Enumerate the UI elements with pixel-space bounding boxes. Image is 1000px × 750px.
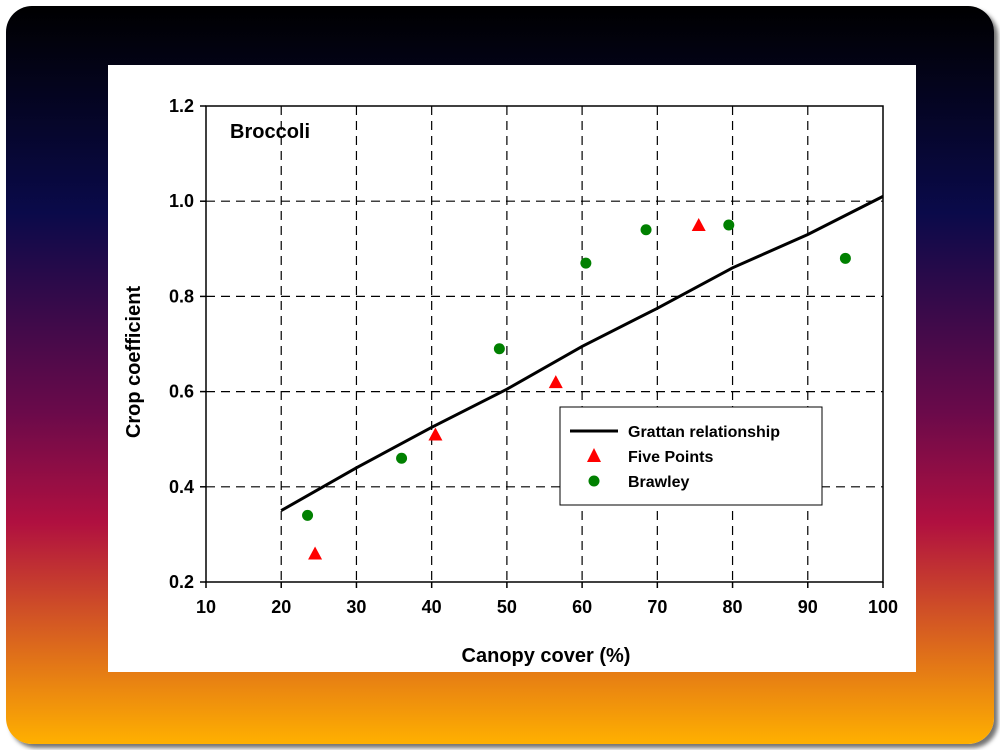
brawley-marker: [640, 224, 652, 236]
chart-panel: 10 20 30 40 50 60 70 80 90 100 0.2 0.4 0.6 0.8 1.0 1.2…: [108, 65, 916, 672]
legend: Grattan relationship Five Points Brawley: [559, 406, 823, 506]
five-points-marker: [308, 546, 323, 560]
y-tick-labels: 0.2 0.4 0.6 0.8 1.0 1.2: [169, 96, 194, 592]
y-axis-title: Crop coefficient: [123, 286, 145, 439]
y-tick-label: 0.2: [169, 572, 194, 592]
x-tick-label: 50: [497, 597, 517, 617]
x-tick-label: 70: [647, 597, 667, 617]
x-tick-label: 80: [723, 597, 743, 617]
grattan-relationship-line: [280, 195, 884, 512]
chart-title: Broccoli: [230, 121, 310, 143]
brawley-marker: [839, 252, 851, 264]
legend-label-grattan: Grattan relationship: [628, 424, 780, 441]
legend-label-five-points: Five Points: [628, 449, 713, 466]
plot-area-border: [205, 105, 884, 583]
tick-marks: [200, 105, 884, 588]
legend-box: [559, 406, 823, 506]
y-tick-label: 1.2: [169, 96, 194, 116]
x-tick-labels: 10 20 30 40 50 60 70 80 90 100: [196, 597, 898, 617]
brawley-marker: [396, 452, 408, 464]
brawley-marker: [723, 219, 735, 231]
five-points-marker: [428, 427, 443, 441]
five-points-marker: [691, 218, 706, 231]
y-tick-label: 1.0: [169, 191, 194, 211]
legend-triangle-swatch: [587, 448, 601, 462]
x-tick-label: 20: [271, 597, 291, 617]
brawley-marker: [580, 257, 592, 269]
x-tick-label: 10: [196, 597, 216, 617]
y-tick-label: 0.4: [169, 477, 194, 497]
x-tick-label: 30: [346, 597, 366, 617]
x-tick-label: 40: [422, 597, 442, 617]
x-tick-label: 60: [572, 597, 592, 617]
chart: 10 20 30 40 50 60 70 80 90 100 0.2 0.4 0.6 0.8 1.0 1.2…: [123, 96, 898, 667]
five-points-marker: [548, 375, 563, 389]
y-tick-label: 0.6: [169, 382, 194, 402]
legend-label-brawley: Brawley: [628, 474, 689, 491]
brawley-marker: [302, 509, 314, 521]
y-tick-label: 0.8: [169, 286, 194, 306]
series: [280, 195, 884, 560]
slide-frame: 10 20 30 40 50 60 70 80 90 100 0.2 0.4 0.6 0.8 1.0 1.2…: [6, 6, 994, 744]
brawley-marker: [493, 343, 505, 355]
x-tick-label: 100: [868, 597, 898, 617]
x-axis-title: Canopy cover (%): [462, 645, 631, 667]
x-tick-label: 90: [798, 597, 818, 617]
legend-circle-swatch: [588, 475, 600, 487]
